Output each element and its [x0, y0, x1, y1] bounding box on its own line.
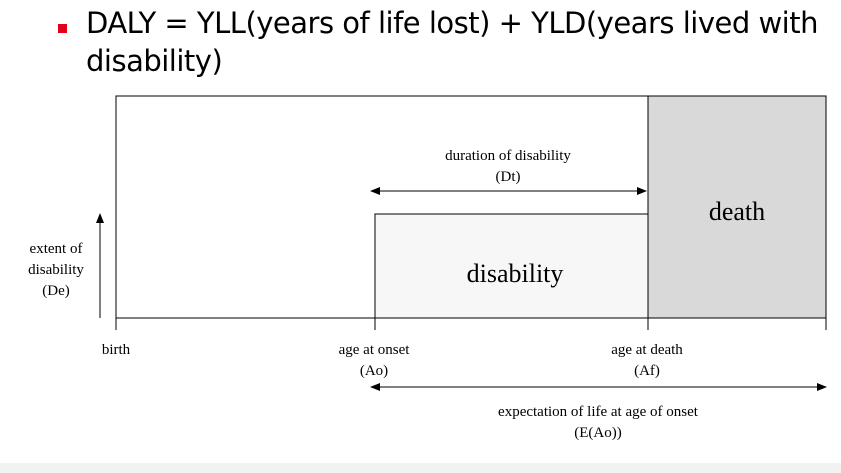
extent-label-line-1: extent of — [30, 241, 83, 257]
extent-label-line-2: disability — [28, 262, 84, 278]
expectation-label-line-2: (E(Ao)) — [574, 425, 621, 441]
footer-strip — [0, 463, 841, 473]
death-region — [647, 95, 827, 319]
extent-label-line-3: (De) — [42, 283, 69, 299]
headline: DALY = YLL(years of life lost) + YLD(yea… — [86, 4, 836, 80]
death-label: death — [709, 197, 765, 226]
duration-label-line-1: duration of disability — [445, 148, 571, 164]
label-death-line-1: age at death — [611, 342, 683, 358]
duration-label-line-2: (Dt) — [496, 169, 521, 185]
disability-label: disability — [467, 259, 564, 288]
headline-line-1: DALY = YLL(years of life lost) + YLD(yea… — [86, 6, 818, 40]
disability-region — [374, 213, 649, 319]
label-onset-line-1: age at onset — [339, 342, 411, 358]
bullet-square-icon — [58, 24, 67, 33]
label-death-line-2: (Af) — [634, 363, 660, 379]
label-birth: birth — [102, 342, 131, 358]
headline-line-2: disability) — [86, 44, 223, 78]
expectation-label-line-1: expectation of life at age of onset — [498, 404, 699, 420]
label-onset-line-2: (Ao) — [360, 363, 388, 379]
